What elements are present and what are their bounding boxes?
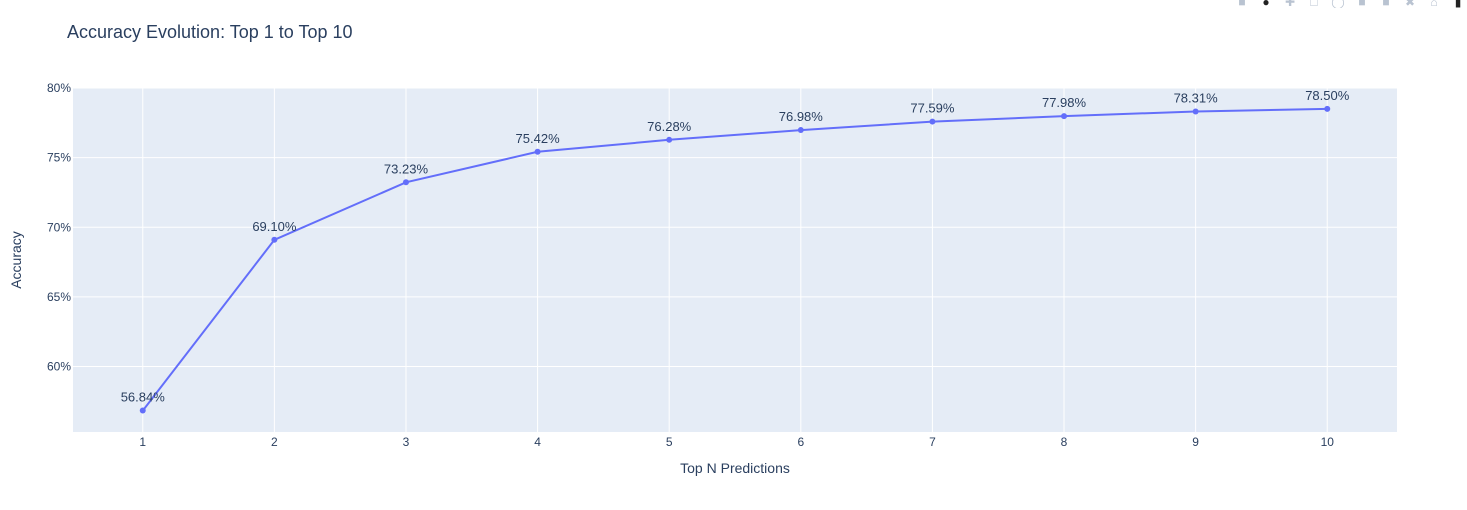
y-tick-label: 65% xyxy=(47,290,71,304)
autoscale-icon[interactable]: ✖ xyxy=(1404,0,1416,8)
x-tick-label: 10 xyxy=(1321,435,1335,449)
home-icon[interactable]: ⌂ xyxy=(1430,0,1438,8)
y-axis-ticks: 60% 65% 70% 75% 80% xyxy=(47,81,71,374)
data-labels: 56.84% 69.10% 73.23% 75.42% 76.28% 76.98% 77.5… xyxy=(121,88,1350,405)
zoom-icon[interactable]: ● xyxy=(1262,0,1270,8)
data-label: 73.23% xyxy=(384,161,429,176)
data-label: 75.42% xyxy=(516,131,561,146)
gridlines xyxy=(73,87,1397,432)
data-label: 76.98% xyxy=(779,109,824,124)
data-point[interactable] xyxy=(534,148,541,155)
series-line xyxy=(142,107,1328,412)
y-tick-label: 70% xyxy=(47,220,71,234)
data-point[interactable] xyxy=(402,179,409,186)
x-tick-label: 4 xyxy=(534,435,541,449)
x-tick-label: 1 xyxy=(139,435,146,449)
x-tick-label: 9 xyxy=(1192,435,1199,449)
x-tick-label: 8 xyxy=(1061,435,1068,449)
plotly-logo-icon[interactable]: ▮ xyxy=(1454,0,1462,8)
x-tick-label: 7 xyxy=(929,435,936,449)
data-label: 76.28% xyxy=(647,119,692,134)
chart-title: Accuracy Evolution: Top 1 to Top 10 xyxy=(67,22,353,42)
pan-icon[interactable]: ✚ xyxy=(1284,0,1296,8)
data-point[interactable] xyxy=(929,118,936,125)
x-tick-label: 2 xyxy=(271,435,278,449)
x-tick-label: 6 xyxy=(797,435,804,449)
data-label: 56.84% xyxy=(121,390,166,405)
camera-icon[interactable]: ■ xyxy=(1238,0,1246,8)
data-point[interactable] xyxy=(271,236,278,243)
x-axis-title: Top N Predictions xyxy=(680,460,790,476)
data-label: 78.31% xyxy=(1174,91,1219,106)
plot-area[interactable] xyxy=(73,88,1397,432)
y-tick-label: 80% xyxy=(47,81,71,95)
y-tick-label: 75% xyxy=(47,151,71,165)
data-point[interactable] xyxy=(1192,108,1199,115)
data-label: 78.50% xyxy=(1305,88,1350,103)
lasso-icon[interactable]: ◯ xyxy=(1331,0,1345,8)
zoom-in-icon[interactable]: ■ xyxy=(1358,0,1366,8)
modebar: ■ ● ✚ □ ◯ ■ ■ ✖ ⌂ ▮ xyxy=(1235,0,1465,8)
x-tick-label: 3 xyxy=(403,435,410,449)
data-label: 77.59% xyxy=(910,101,955,116)
y-tick-label: 60% xyxy=(47,360,71,374)
y-axis-title: Accuracy xyxy=(8,231,24,289)
zoom-out-icon[interactable]: ■ xyxy=(1382,0,1390,8)
data-point[interactable] xyxy=(666,136,673,143)
data-point[interactable] xyxy=(797,127,804,134)
x-tick-label: 5 xyxy=(666,435,673,449)
data-label: 69.10% xyxy=(252,219,297,234)
data-label: 77.98% xyxy=(1042,95,1087,110)
x-axis-ticks: 1 2 3 4 5 6 7 8 9 10 xyxy=(139,435,1334,449)
series-accuracy xyxy=(139,105,1331,414)
select-box-icon[interactable]: □ xyxy=(1310,0,1318,8)
data-point[interactable] xyxy=(139,407,146,414)
data-point[interactable] xyxy=(1061,113,1068,120)
data-point[interactable] xyxy=(1324,105,1331,112)
